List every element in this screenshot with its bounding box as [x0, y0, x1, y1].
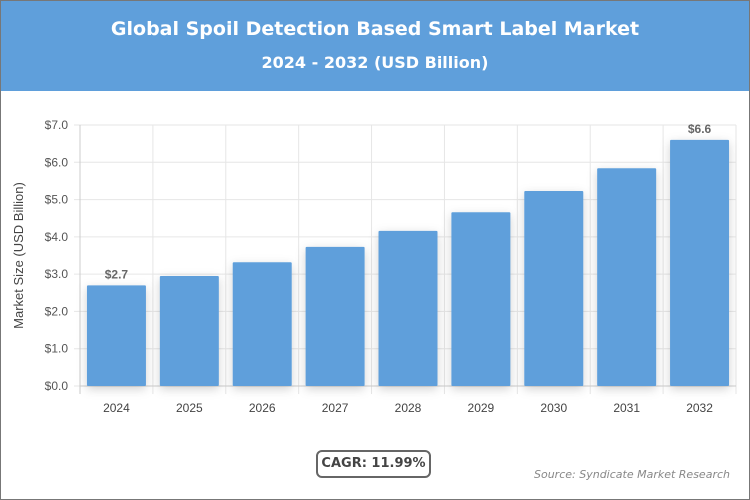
x-tick-label: 2027: [322, 401, 349, 415]
x-tick-label: 2031: [613, 401, 640, 415]
bar-2029: [451, 212, 511, 386]
y-tick-label: $2.0: [45, 304, 69, 318]
cagr-badge: CAGR: 11.99%: [316, 450, 431, 478]
data-label: $2.7: [105, 267, 129, 281]
x-tick-label: 2024: [103, 401, 130, 415]
bar-2032: [670, 139, 730, 386]
x-tick-label: 2026: [249, 401, 276, 415]
bar-2027: [305, 246, 365, 386]
y-tick-label: $3.0: [45, 267, 69, 281]
y-axis-title: Market Size (USD Billion): [11, 182, 26, 329]
y-tick-label: $0.0: [45, 379, 69, 393]
data-label: $6.6: [688, 122, 712, 136]
x-tick-label: 2030: [540, 401, 567, 415]
bar-2026: [232, 262, 292, 386]
bar-2024: [86, 285, 146, 386]
bar-2030: [524, 190, 584, 386]
chart-title: Global Spoil Detection Based Smart Label…: [110, 18, 640, 40]
y-tick-label: $4.0: [45, 230, 69, 244]
bar-2025: [159, 276, 219, 386]
bar-2031: [597, 168, 657, 386]
bar-2028: [378, 230, 438, 386]
y-tick-label: $1.0: [45, 342, 69, 356]
y-tick-label: $7.0: [45, 118, 69, 132]
chart-subtitle: 2024 - 2032 (USD Billion): [261, 53, 489, 72]
y-tick-label: $6.0: [45, 155, 69, 169]
x-tick-label: 2029: [468, 401, 495, 415]
y-tick-label: $5.0: [45, 193, 69, 207]
x-tick-label: 2025: [176, 401, 203, 415]
chart-header: Global Spoil Detection Based Smart Label…: [1, 1, 749, 91]
source-note: Source: Syndicate Market Research: [534, 468, 730, 481]
x-tick-label: 2032: [686, 401, 713, 415]
x-tick-label: 2028: [395, 401, 422, 415]
